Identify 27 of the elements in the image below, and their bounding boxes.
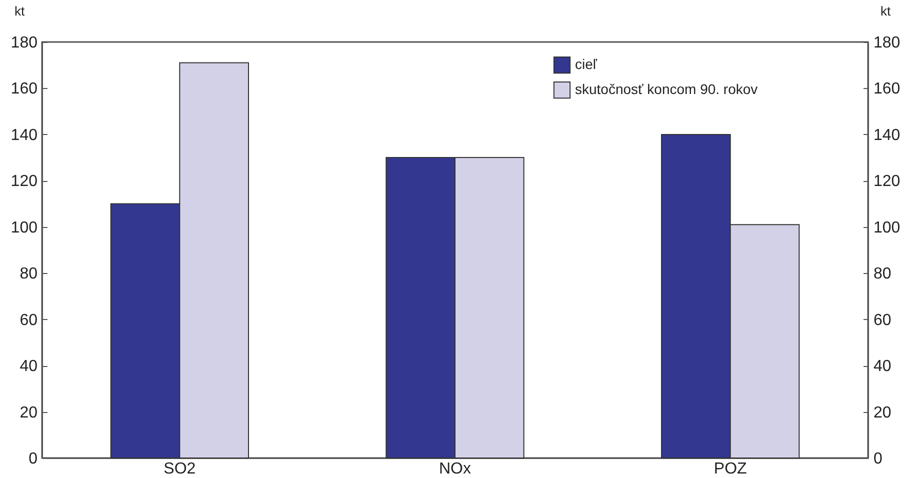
- y2-tick-label: 0: [874, 450, 882, 468]
- y-tick-label: 60: [20, 312, 38, 329]
- y2-tick-label: 120: [874, 173, 900, 190]
- y-tick-label: 160: [10, 80, 38, 98]
- y-tick-label: 80: [20, 266, 38, 283]
- y-tick-label: 180: [10, 34, 38, 52]
- y-tick-label: 100: [10, 219, 38, 236]
- y2-tick-label: 20: [874, 404, 892, 422]
- y-tick-label: 20: [20, 404, 38, 422]
- y2-tick-label: 40: [874, 358, 892, 376]
- y-tick-label: 40: [20, 358, 38, 376]
- y-axis-title: kt: [14, 4, 25, 18]
- legend-label: skutočnosť koncom 90. rokov: [575, 81, 758, 97]
- x-tick-label: POZ: [714, 460, 748, 478]
- x-tick-label: NOx: [439, 460, 471, 478]
- y2-axis-title: kt: [880, 4, 891, 18]
- x-tick-label: SO2: [164, 460, 196, 478]
- legend-label: cieľ: [575, 56, 598, 72]
- y2-tick-label: 100: [874, 219, 900, 236]
- y2-tick-label: 180: [874, 34, 900, 52]
- y-tick-label: 0: [28, 450, 38, 468]
- y-tick-label: 120: [10, 173, 38, 190]
- y-tick-label: 140: [10, 126, 38, 144]
- y2-tick-label: 140: [874, 126, 900, 144]
- y2-tick-label: 160: [874, 80, 900, 98]
- y2-tick-label: 80: [874, 266, 892, 283]
- y2-tick-label: 60: [874, 312, 892, 329]
